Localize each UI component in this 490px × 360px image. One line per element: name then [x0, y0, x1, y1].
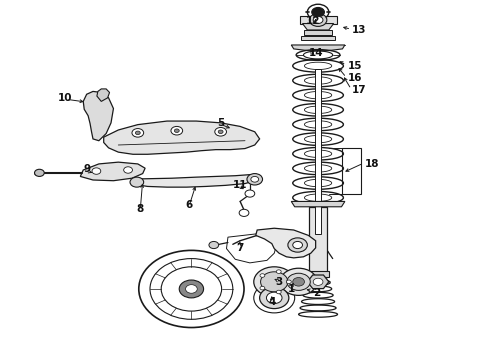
- Circle shape: [260, 287, 289, 309]
- Circle shape: [251, 176, 259, 182]
- Circle shape: [34, 169, 44, 176]
- Circle shape: [179, 280, 203, 298]
- Circle shape: [261, 272, 288, 292]
- Circle shape: [254, 267, 294, 297]
- Circle shape: [276, 270, 281, 273]
- Text: 18: 18: [365, 159, 379, 169]
- Text: 17: 17: [352, 85, 367, 95]
- Circle shape: [313, 17, 323, 23]
- Polygon shape: [291, 45, 345, 51]
- Circle shape: [309, 14, 327, 26]
- Circle shape: [288, 238, 307, 252]
- Circle shape: [215, 127, 226, 136]
- Text: 1: 1: [288, 284, 295, 294]
- Bar: [307, 271, 329, 277]
- Circle shape: [135, 131, 140, 135]
- Text: 10: 10: [57, 93, 72, 103]
- Circle shape: [287, 280, 291, 284]
- Polygon shape: [256, 228, 316, 258]
- Circle shape: [260, 286, 265, 290]
- Circle shape: [174, 129, 179, 132]
- Bar: [304, 30, 332, 35]
- Circle shape: [130, 177, 144, 187]
- Text: 8: 8: [137, 203, 144, 213]
- Circle shape: [239, 209, 249, 216]
- Circle shape: [280, 268, 317, 296]
- Bar: [315, 69, 321, 234]
- Circle shape: [312, 8, 324, 17]
- Text: 7: 7: [237, 243, 244, 253]
- Text: 13: 13: [352, 25, 367, 35]
- Bar: [309, 207, 327, 273]
- Circle shape: [293, 278, 304, 286]
- Polygon shape: [307, 275, 329, 289]
- Circle shape: [245, 190, 255, 197]
- Text: 5: 5: [217, 118, 224, 128]
- Text: 15: 15: [347, 61, 362, 71]
- Bar: [299, 17, 337, 23]
- Circle shape: [218, 130, 223, 134]
- Text: 12: 12: [306, 16, 320, 26]
- Circle shape: [209, 242, 219, 249]
- Polygon shape: [134, 175, 257, 187]
- Text: 11: 11: [233, 180, 247, 190]
- Circle shape: [287, 273, 310, 291]
- Polygon shape: [83, 91, 114, 141]
- Circle shape: [171, 126, 183, 135]
- Text: 16: 16: [347, 73, 362, 83]
- Text: 6: 6: [185, 200, 193, 210]
- Text: 9: 9: [83, 164, 90, 174]
- Polygon shape: [291, 202, 345, 207]
- Circle shape: [293, 242, 302, 249]
- Polygon shape: [302, 23, 334, 30]
- Circle shape: [247, 174, 263, 185]
- Polygon shape: [104, 121, 260, 154]
- Circle shape: [276, 290, 281, 294]
- Circle shape: [260, 274, 265, 277]
- Text: 14: 14: [308, 48, 323, 58]
- Circle shape: [123, 167, 132, 173]
- Text: 4: 4: [268, 297, 275, 307]
- Polygon shape: [80, 162, 145, 181]
- Bar: [343, 148, 361, 194]
- Circle shape: [186, 285, 197, 293]
- Circle shape: [313, 278, 323, 285]
- Text: 2: 2: [313, 288, 320, 297]
- Circle shape: [132, 129, 144, 137]
- Bar: [301, 36, 335, 40]
- Circle shape: [267, 292, 282, 303]
- Text: 3: 3: [275, 277, 283, 287]
- Polygon shape: [97, 89, 110, 102]
- Circle shape: [92, 168, 101, 174]
